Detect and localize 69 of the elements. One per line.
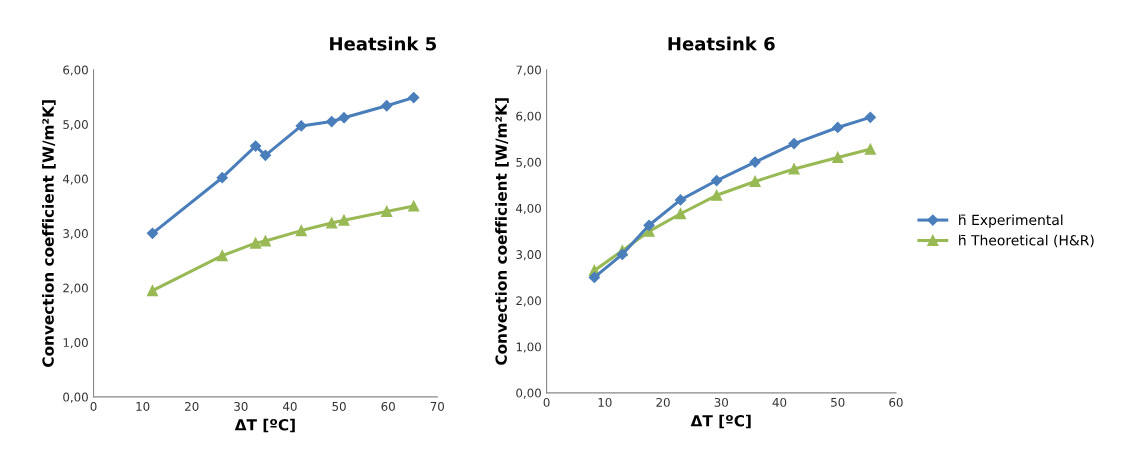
point: [588, 271, 600, 284]
x-tick-label: 30: [714, 397, 729, 407]
point: [338, 112, 350, 124]
x-tick-label: 20: [656, 397, 670, 407]
point: [674, 194, 687, 206]
x-tick-label: 60: [381, 401, 395, 411]
point: [749, 175, 761, 188]
point: [216, 250, 228, 262]
x-tick-label: 30: [234, 401, 248, 411]
legend-label: h̄ Theoretical (H&R): [959, 234, 1094, 248]
point: [711, 174, 723, 187]
point: [788, 137, 800, 150]
y-axis-title: Convection coefficient [W/m²K]: [42, 100, 56, 367]
point: [381, 205, 393, 218]
point: [674, 208, 687, 220]
point: [146, 227, 159, 239]
point: [381, 100, 393, 112]
point: [711, 189, 723, 201]
point: [408, 91, 420, 104]
point: [216, 172, 228, 184]
y-tick-label: 5,00: [516, 157, 541, 168]
x-tick-label: 50: [831, 397, 845, 407]
y-tick-label: 3,00: [63, 229, 88, 240]
point: [832, 151, 844, 164]
x-tick-label: 60: [889, 397, 903, 407]
point: [788, 163, 800, 175]
point: [326, 115, 338, 128]
point: [338, 214, 350, 226]
point: [259, 235, 271, 247]
chart-title: Heatsink 6: [668, 36, 775, 51]
chart-title: Heatsink 5: [330, 36, 437, 51]
x-axis-title: ΔT [ºC]: [690, 414, 751, 429]
point: [295, 225, 307, 237]
point: [249, 140, 262, 152]
x-tick-label: 0: [90, 401, 97, 411]
y-tick-label: 1,00: [63, 338, 88, 349]
x-tick-label: 40: [283, 401, 297, 411]
y-tick-label: 6,00: [63, 65, 88, 76]
point: [832, 121, 844, 134]
point: [326, 217, 338, 229]
point: [259, 149, 272, 161]
y-tick-label: 0,00: [516, 388, 541, 399]
point: [408, 200, 420, 212]
point: [250, 237, 262, 249]
x-tick-label: 70: [430, 401, 444, 411]
x-tick-label: 40: [772, 397, 787, 407]
y-tick-label: 5,00: [63, 120, 88, 131]
x-tick-label: 20: [185, 401, 199, 411]
y-tick-label: 4,00: [62, 174, 88, 185]
y-tick-label: 4,00: [516, 203, 541, 215]
y-axis-title: Convection coefficient [W/m²K]: [495, 98, 509, 365]
x-tick-label: 10: [136, 401, 150, 411]
point: [295, 120, 307, 132]
point: [146, 285, 159, 297]
point: [643, 219, 655, 231]
x-axis-title: ΔT [ºC]: [234, 418, 295, 433]
y-tick-label: 6,00: [516, 111, 541, 122]
point: [864, 143, 876, 155]
y-tick-label: 0,00: [63, 392, 88, 403]
point: [864, 111, 876, 123]
x-tick-label: 10: [598, 397, 612, 407]
y-tick-label: 2,00: [516, 296, 541, 307]
x-tick-label: 0: [543, 397, 550, 407]
legend-label: h̄ Experimental: [959, 214, 1063, 228]
y-tick-label: 1,00: [516, 342, 541, 353]
y-tick-label: 3,00: [516, 250, 541, 261]
y-tick-label: 7,00: [516, 65, 541, 76]
y-tick-label: 2,00: [63, 283, 88, 294]
x-tick-label: 50: [332, 401, 346, 411]
